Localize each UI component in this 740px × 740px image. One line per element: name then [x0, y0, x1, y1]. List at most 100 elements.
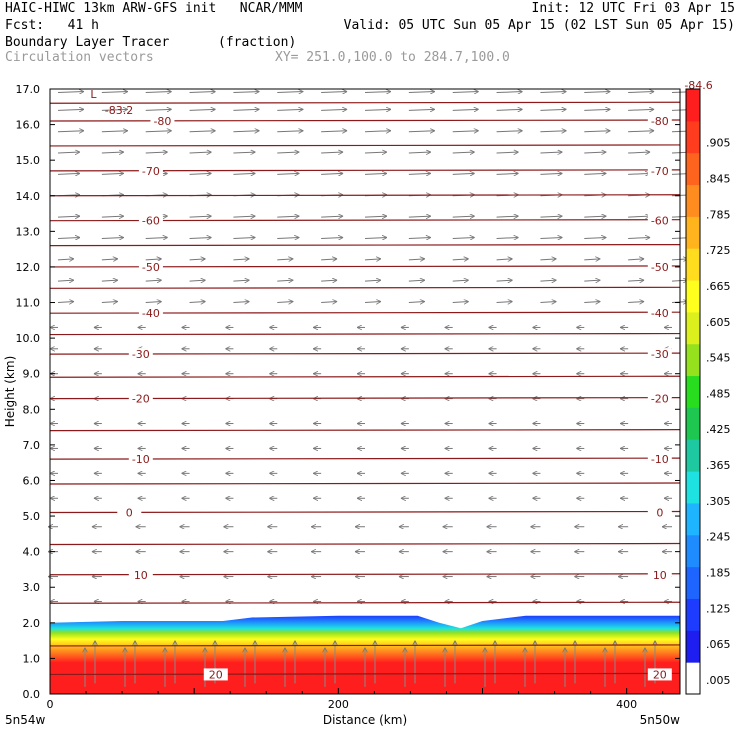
vector-arrow [277, 237, 299, 238]
contour-label: -20 [651, 393, 669, 406]
vector-arrow [584, 109, 610, 110]
temperature-contour [49, 144, 681, 147]
vector-arrow [145, 152, 168, 153]
colorbar-swatch [686, 662, 700, 695]
vector-arrow [145, 92, 172, 93]
y-tick-label: 12.0 [16, 261, 41, 274]
plot-frame [49, 88, 681, 695]
annotation: L [90, 88, 97, 101]
colorbar-tick-label: .065 [706, 638, 731, 651]
vector-arrow [233, 109, 259, 110]
vector-arrow [452, 216, 475, 217]
vector-arrow [408, 259, 425, 260]
x-end-label-right: 5n50w [640, 713, 681, 727]
vector-arrow [364, 152, 387, 153]
colorbar-tick-label: .905 [706, 137, 731, 150]
contour-label: -10 [651, 453, 669, 466]
colorbar-swatch [686, 439, 700, 472]
colorbar-tick-label: .365 [706, 459, 731, 472]
field-units: (fraction) [218, 35, 297, 50]
vector-arrow [628, 92, 654, 93]
vector-arrow [277, 216, 299, 217]
y-tick-label: 17.0 [16, 83, 41, 96]
colorbar-swatch [686, 280, 700, 313]
colorbar-swatch [686, 89, 700, 122]
vector-arrow [145, 131, 172, 132]
temperature-contour [49, 194, 681, 197]
y-tick-label: 3.0 [23, 581, 41, 594]
vector-arrow [496, 109, 523, 110]
vector-arrow [452, 259, 469, 260]
vector-arrow [189, 237, 212, 238]
colorbar-tick-label: .545 [706, 352, 731, 365]
contour-label: -30 [651, 348, 669, 361]
contour-label-bg [128, 392, 153, 405]
contour-label-bg [647, 568, 672, 581]
contour-label-bg [647, 392, 672, 405]
colorbar-swatch [686, 152, 700, 186]
vector-arrow [57, 131, 84, 132]
y-tick-label: 10.0 [16, 332, 41, 345]
contour-label-bg [647, 115, 672, 128]
vector-arrow [189, 92, 216, 93]
header-line1-left: HAIC-HIWC 13km ARW-GFS init NCAR/MMM [5, 1, 303, 16]
vector-arrow [189, 259, 206, 260]
x-end-label-left: 5n54w [5, 713, 46, 727]
vector-arrow [321, 302, 337, 303]
vector-arrow [364, 173, 387, 174]
vector-arrow [57, 109, 84, 110]
colorbar-tick-label: .605 [706, 316, 731, 329]
vector-arrow [277, 152, 299, 153]
vector-arrow [277, 259, 293, 260]
vector-label: Circulation vectors [5, 50, 154, 65]
colorbar-swatch [686, 311, 700, 345]
contour-label-bg [647, 506, 672, 519]
contour-label-bg [647, 668, 672, 681]
contour-label-bg [203, 668, 228, 681]
colorbar-tick-label: .845 [706, 172, 731, 185]
colorbar-swatch [686, 566, 700, 599]
vector-arrow [408, 280, 425, 281]
vector-arrow [233, 302, 249, 303]
vector-arrow [584, 131, 610, 132]
vector-arrow [364, 259, 381, 260]
colorbar-tick-label: .485 [706, 387, 731, 400]
temperature-contour [49, 429, 681, 432]
colorbar-swatch [686, 375, 700, 408]
vector-arrow [408, 109, 435, 110]
vector-arrow [277, 173, 299, 174]
vector-arrow [101, 173, 124, 174]
colorbar-swatch [686, 216, 700, 249]
vector-arrow [408, 131, 435, 132]
vector-arrow [57, 173, 80, 174]
vector-arrow [321, 280, 337, 281]
vector-arrow [540, 302, 556, 303]
colorbar-swatch [686, 598, 700, 631]
vector-arrow [277, 280, 293, 281]
vector-arrow [540, 131, 566, 132]
contour-label: 0 [126, 507, 133, 520]
vector-arrow [584, 173, 606, 174]
colorbar-tick-label: .245 [706, 531, 731, 544]
vector-arrow [321, 109, 347, 110]
vector-arrow [101, 152, 124, 153]
y-tick-label: 4.0 [23, 546, 41, 559]
vector-arrow [408, 152, 431, 153]
y-tick-label: 11.0 [16, 297, 41, 310]
colorbar-tick-label: .665 [706, 280, 731, 293]
vector-arrow [584, 92, 610, 93]
vector-arrow [321, 216, 343, 217]
contour-label: 20 [209, 668, 223, 681]
vector-arrow [496, 92, 523, 93]
vector-arrow [540, 259, 556, 260]
y-tick-label: 2.0 [23, 617, 41, 630]
vector-arrow [452, 237, 475, 238]
vector-arrow [628, 259, 644, 260]
temperature-contour [49, 542, 681, 546]
vector-arrow [540, 280, 556, 281]
y-axis-label: Height (km) [3, 356, 17, 427]
vector-arrow [452, 109, 479, 110]
contour-label-bg [128, 348, 153, 361]
vector-arrow [628, 152, 650, 153]
